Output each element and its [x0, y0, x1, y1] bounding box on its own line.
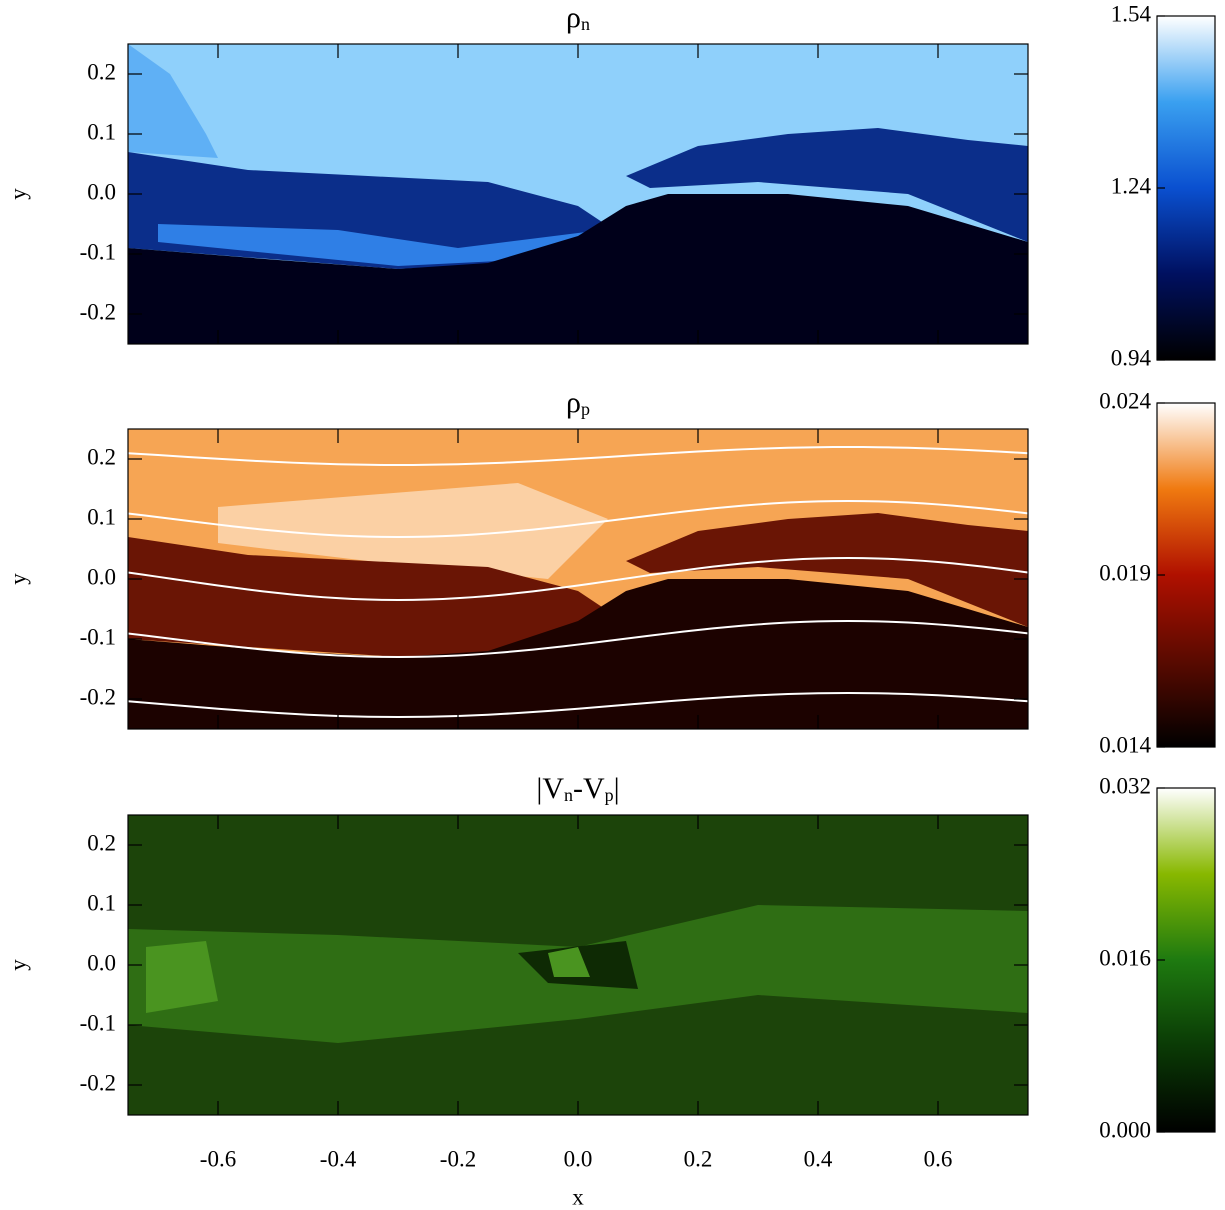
title-part: p: [605, 785, 614, 805]
x-tick-label: -0.6: [200, 1146, 236, 1171]
y-tick-label: 0.1: [87, 119, 116, 144]
field-region: [626, 513, 1028, 627]
field-region: [128, 579, 1028, 729]
colorbar-tick-label: 0.019: [1099, 560, 1151, 585]
colorbar: [1156, 787, 1216, 1133]
field-region: [146, 941, 218, 1013]
field-region: [548, 947, 590, 977]
x-tick-label: -0.4: [320, 1146, 357, 1171]
field: [128, 815, 1028, 1115]
x-tick-label: 0.2: [684, 1146, 713, 1171]
field-region: [158, 224, 602, 266]
field-line: [128, 619, 1028, 659]
x-tick-label: -0.2: [440, 1146, 476, 1171]
y-tick-label: -0.2: [80, 299, 116, 324]
title-part: ρ: [566, 386, 581, 419]
x-axis-label: x: [572, 1184, 584, 1209]
field-region: [626, 128, 1028, 242]
y-tick-label: -0.2: [80, 1070, 116, 1095]
title-part: |V: [536, 772, 564, 805]
y-tick-label: -0.1: [80, 624, 116, 649]
title-part: ρ: [566, 1, 581, 34]
colorbar-tick-label: 0.032: [1099, 773, 1151, 798]
title-part: |: [614, 772, 620, 805]
field-region: [128, 194, 1028, 344]
y-tick-label: 0.2: [87, 59, 116, 84]
x-tick-label: 0.6: [924, 1146, 953, 1171]
x-tick-label: 0.4: [804, 1146, 833, 1171]
panel-title: ρn: [566, 1, 590, 34]
field-region: [128, 44, 218, 158]
colorbar: [1156, 15, 1216, 361]
panel-title: ρp: [566, 386, 590, 419]
panel-title: |Vn-Vp|: [536, 772, 619, 805]
field-line: [128, 691, 1028, 719]
field-line: [128, 445, 1028, 467]
field-region: [128, 537, 614, 657]
y-tick-label: 0.0: [87, 564, 116, 589]
y-tick-label: 0.0: [87, 179, 116, 204]
colorbar-tick-label: 0.94: [1111, 345, 1152, 370]
colorbar-tick-label: 0.000: [1099, 1117, 1151, 1142]
field-line: [128, 556, 1028, 602]
y-tick-label: -0.1: [80, 1010, 116, 1035]
colorbar-tick-label: 0.024: [1099, 388, 1151, 413]
y-tick-label: 0.0: [87, 950, 116, 975]
field: [128, 44, 1028, 344]
y-tick-label: 0.2: [87, 830, 116, 855]
title-part: n: [564, 785, 573, 805]
y-tick-label: 0.2: [87, 444, 116, 469]
colorbar-tick-label: 1.54: [1111, 1, 1152, 26]
title-part: n: [581, 14, 590, 34]
y-axis-label: y: [5, 959, 30, 971]
x-tick-label: 0.0: [564, 1146, 593, 1171]
field-region: [218, 483, 608, 579]
y-tick-label: -0.2: [80, 684, 116, 709]
y-tick-label: 0.1: [87, 504, 116, 529]
y-tick-label: -0.1: [80, 239, 116, 264]
y-tick-label: 0.1: [87, 890, 116, 915]
title-part: -V: [573, 772, 605, 805]
colorbar-tick-label: 1.24: [1111, 173, 1152, 198]
field-line: [128, 499, 1028, 539]
y-axis-label: y: [5, 188, 30, 200]
title-part: p: [581, 399, 590, 419]
y-axis-label: y: [5, 573, 30, 585]
colorbar-tick-label: 0.014: [1099, 732, 1151, 757]
field: [128, 429, 1028, 729]
colorbar-tick-label: 0.016: [1099, 945, 1151, 970]
colorbar: [1156, 402, 1216, 748]
